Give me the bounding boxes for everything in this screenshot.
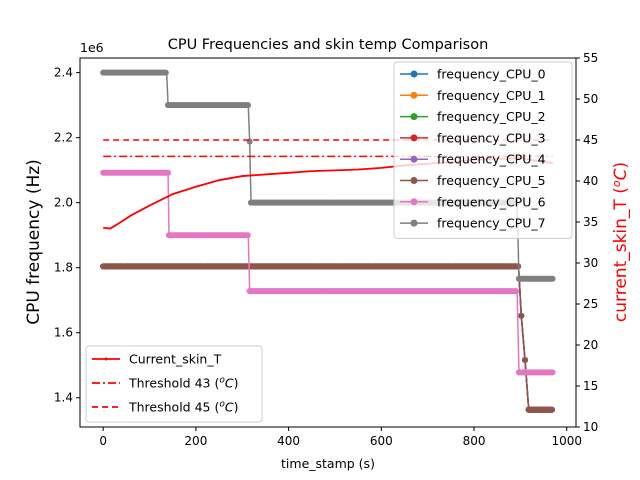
data-point — [162, 69, 169, 76]
legend-box — [393, 61, 573, 239]
legend-label: Threshold 45 (oC) — [128, 400, 238, 415]
y-tick-label: 1.8 — [54, 261, 73, 275]
y2-tick-label: 30 — [583, 256, 598, 270]
y-tick-label: 2.0 — [54, 196, 73, 210]
data-point — [244, 232, 251, 239]
x-axis: 0 200 400 600 800 1000 — [99, 427, 582, 448]
plot-area-frame — [79, 57, 577, 428]
data-point — [165, 169, 172, 176]
y2-axis-label: current_skin_T (oC) — [610, 162, 631, 322]
legend-item: frequency_CPU_0 — [400, 67, 546, 82]
y2-label-unit: C — [611, 168, 631, 180]
legend-label: frequency_CPU_4 — [437, 152, 546, 167]
legend-label: frequency_CPU_2 — [437, 109, 546, 124]
legend-item: frequency_CPU_7 — [400, 216, 546, 231]
y-tick-label: 1.6 — [54, 326, 73, 340]
x-tick-label: 800 — [463, 434, 486, 448]
x-tick-label: 0 — [99, 434, 107, 448]
x-axis-label: time_stamp (s) — [281, 456, 375, 471]
y-tick-label: 1.4 — [54, 391, 73, 405]
data-point — [513, 288, 520, 295]
data-point — [548, 406, 555, 413]
legend-item: Current_skin_T — [92, 352, 222, 367]
legend-item: frequency_CPU_1 — [400, 88, 546, 103]
y2-tick-label: 35 — [583, 215, 598, 229]
y-axis-label: CPU frequency (Hz) — [24, 159, 44, 325]
legend-frequency: frequency_CPU_0 frequency_CPU_1 frequency_… — [393, 61, 573, 239]
legend-box — [85, 345, 263, 423]
legend-temperature: Current_skin_T Threshold 43 (oC) Threshold… — [85, 345, 263, 423]
legend-item: frequency_CPU_6 — [400, 194, 546, 209]
data-point — [245, 102, 252, 109]
series-frequency-cpu-6 — [100, 169, 556, 376]
y2-tick-label: 45 — [583, 133, 598, 147]
y2-tick-label: 25 — [583, 297, 598, 311]
legend-label: frequency_CPU_7 — [437, 216, 546, 231]
y2-label-close: ) — [611, 162, 631, 169]
series-line — [103, 172, 553, 374]
y-tick-label: 2.4 — [54, 66, 73, 80]
chart-title: CPU Frequencies and skin temp Comparison — [168, 37, 489, 53]
data-point — [522, 357, 529, 364]
legend-item: frequency_CPU_4 — [400, 152, 546, 167]
legend-label: frequency_CPU_1 — [437, 88, 546, 103]
y2-tick-label: 20 — [583, 338, 598, 352]
legend-item: frequency_CPU_5 — [400, 173, 546, 188]
y2-tick-label: 50 — [583, 92, 598, 106]
y2-tick-label: 15 — [583, 379, 598, 393]
y-axis: 1.4 1.6 1.8 2.0 2.2 2.4 — [54, 66, 80, 405]
y-tick-label: 2.2 — [54, 131, 73, 145]
y2-axis: 10 15 20 25 30 35 40 45 50 55 — [576, 51, 598, 434]
legend-label: Threshold 43 (oC) — [128, 376, 238, 391]
legend-label: frequency_CPU_5 — [437, 173, 546, 188]
x-tick-label: 1000 — [551, 434, 582, 448]
legend-item: frequency_CPU_3 — [400, 130, 546, 145]
legend-label: frequency_CPU_0 — [437, 67, 546, 82]
data-point — [549, 369, 556, 376]
x-tick-label: 200 — [184, 434, 207, 448]
x-tick-label: 400 — [277, 434, 300, 448]
data-point — [549, 275, 556, 282]
legend-label: Current_skin_T — [129, 352, 222, 367]
legend-item: Threshold 43 (oC) — [92, 376, 238, 391]
y2-tick-label: 40 — [583, 174, 598, 188]
y-axis-offset-text: 1e6 — [80, 40, 104, 55]
x-tick-label: 600 — [370, 434, 393, 448]
series-layer — [100, 69, 556, 413]
legend-item: Threshold 45 (oC) — [92, 400, 238, 415]
legend-label: frequency_CPU_6 — [437, 194, 546, 209]
y2-label-main: current_skin_T ( — [611, 187, 631, 322]
y2-tick-label: 10 — [583, 420, 598, 434]
legend-item: frequency_CPU_2 — [400, 109, 546, 124]
y2-tick-label: 55 — [583, 51, 598, 65]
y2-label-sup: o — [610, 180, 623, 187]
data-point — [518, 312, 525, 319]
legend-label: frequency_CPU_3 — [437, 130, 546, 145]
series-frequency-cpu-5 — [100, 263, 555, 413]
